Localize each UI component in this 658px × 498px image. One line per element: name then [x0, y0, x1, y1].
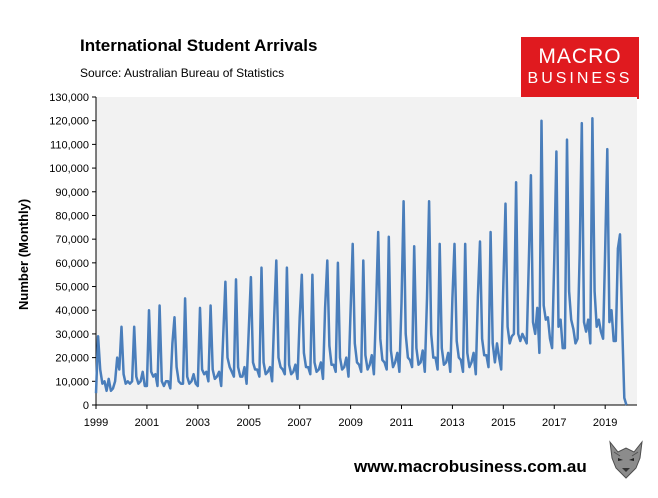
x-tick-label: 2005: [237, 417, 261, 429]
y-tick-label: 60,000: [55, 258, 89, 270]
y-tick-label: 130,000: [49, 92, 89, 104]
x-tick-label: 2001: [135, 417, 159, 429]
y-tick-label: 70,000: [55, 234, 89, 246]
website-url[interactable]: www.macrobusiness.com.au: [354, 457, 587, 476]
y-axis: 0 10,000 20,000 30,000 40,000 50,000 60,000 70,…: [49, 92, 97, 412]
x-tick-label: 2015: [491, 417, 515, 429]
y-tick-label: 90,000: [55, 187, 89, 199]
y-tick-label: 20,000: [55, 353, 89, 365]
chart-title: International Student Arrivals: [80, 36, 318, 55]
x-tick-label: 2003: [186, 417, 210, 429]
wolf-logo-icon: [604, 438, 648, 482]
macrobusiness-logo: MACRO BUSINESS: [521, 37, 639, 99]
y-tick-label: 100,000: [49, 163, 89, 175]
series-line: [94, 117, 628, 406]
x-tick-label: 2009: [338, 417, 362, 429]
logo-line2: BUSINESS: [527, 70, 633, 87]
y-tick-label: 10,000: [55, 376, 89, 388]
y-tick-label: 40,000: [55, 305, 89, 317]
x-tick-label: 2017: [542, 417, 566, 429]
y-tick-label: 50,000: [55, 282, 89, 294]
x-axis: 1999 2001 2003 2005 2007 2009 2011 2013 2015 2017…: [84, 404, 637, 429]
y-tick-label: 30,000: [55, 329, 89, 341]
y-tick-label: 120,000: [49, 116, 89, 128]
x-tick-label: 2019: [593, 417, 617, 429]
x-tick-label: 2013: [440, 417, 464, 429]
x-tick-label: 2011: [390, 417, 414, 429]
y-tick-label: 110,000: [50, 139, 89, 151]
chart-source: Source: Australian Bureau of Statistics: [80, 66, 285, 80]
y-tick-label: 80,000: [55, 210, 89, 222]
x-tick-label: 2007: [287, 417, 311, 429]
logo-line1: MACRO: [538, 45, 622, 68]
y-tick-label: 0: [83, 400, 89, 412]
x-tick-label: 1999: [84, 417, 108, 429]
